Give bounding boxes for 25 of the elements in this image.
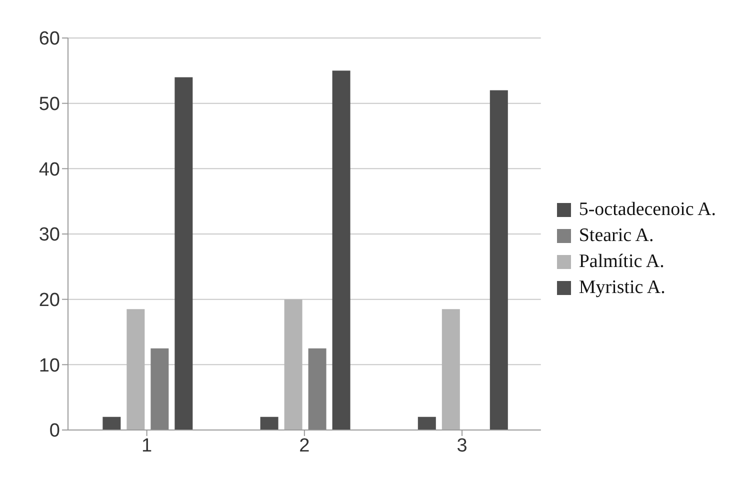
bar: [332, 70, 350, 430]
bar: [442, 309, 460, 430]
bar: [126, 309, 145, 430]
bar: [260, 416, 278, 430]
bar: [284, 299, 302, 430]
y-tick-label: 60: [38, 28, 60, 50]
legend-label: 5-octadecenoic A.: [578, 199, 716, 221]
legend-label: Palmític A.: [578, 251, 664, 273]
y-tick-label: 0: [49, 420, 60, 442]
bar: [174, 77, 193, 430]
bar: [418, 416, 436, 430]
bar: [150, 348, 169, 430]
y-tick-label: 10: [38, 355, 60, 376]
y-tick-label: 30: [38, 224, 60, 246]
bar: [102, 416, 121, 430]
y-tick-label: 40: [38, 159, 60, 180]
x-tick-label: 3: [456, 435, 468, 456]
x-tick-label: 2: [299, 435, 310, 456]
bar: [490, 90, 508, 430]
legend-label: Stearic A.: [578, 225, 654, 247]
y-tick-label: 50: [38, 94, 60, 116]
bar: [308, 348, 326, 430]
legend-label: Myristic A.: [578, 277, 666, 299]
x-tick-label: 1: [142, 435, 152, 456]
y-tick-label: 20: [38, 290, 60, 312]
